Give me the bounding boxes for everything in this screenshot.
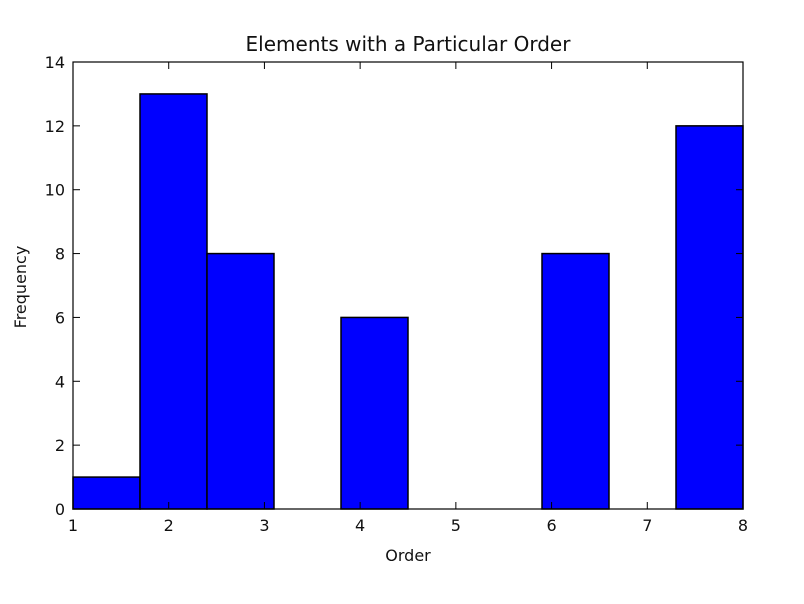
y-tick-label: 0 xyxy=(55,500,65,519)
chart-title: Elements with a Particular Order xyxy=(246,32,572,56)
x-tick-label: 4 xyxy=(355,516,365,535)
y-tick-label: 12 xyxy=(45,117,65,136)
y-tick-label: 2 xyxy=(55,436,65,455)
histogram-bar-8 xyxy=(541,252,610,510)
y-tick-label: 4 xyxy=(55,372,65,391)
x-axis-label: Order xyxy=(385,546,431,565)
histogram-bar-5 xyxy=(340,316,409,510)
x-tick-label: 5 xyxy=(451,516,461,535)
y-axis-label: Frequency xyxy=(11,246,30,329)
x-tick-label: 6 xyxy=(546,516,556,535)
histogram-bar-10 xyxy=(675,125,744,510)
bars-layer xyxy=(72,93,744,510)
y-tick-label: 14 xyxy=(45,53,65,72)
plot-frame xyxy=(72,61,744,510)
y-tick-label: 6 xyxy=(55,308,65,327)
histogram-bar-3 xyxy=(206,252,275,510)
histogram-bar-2 xyxy=(139,93,208,510)
y-tick-label: 8 xyxy=(55,245,65,264)
x-tick-label: 3 xyxy=(259,516,269,535)
x-tick-label: 7 xyxy=(642,516,652,535)
x-tick-label: 1 xyxy=(68,516,78,535)
histogram-bar-1 xyxy=(72,476,141,510)
x-tick-label: 2 xyxy=(164,516,174,535)
y-tick-label: 10 xyxy=(45,181,65,200)
x-tick-label: 8 xyxy=(738,516,748,535)
